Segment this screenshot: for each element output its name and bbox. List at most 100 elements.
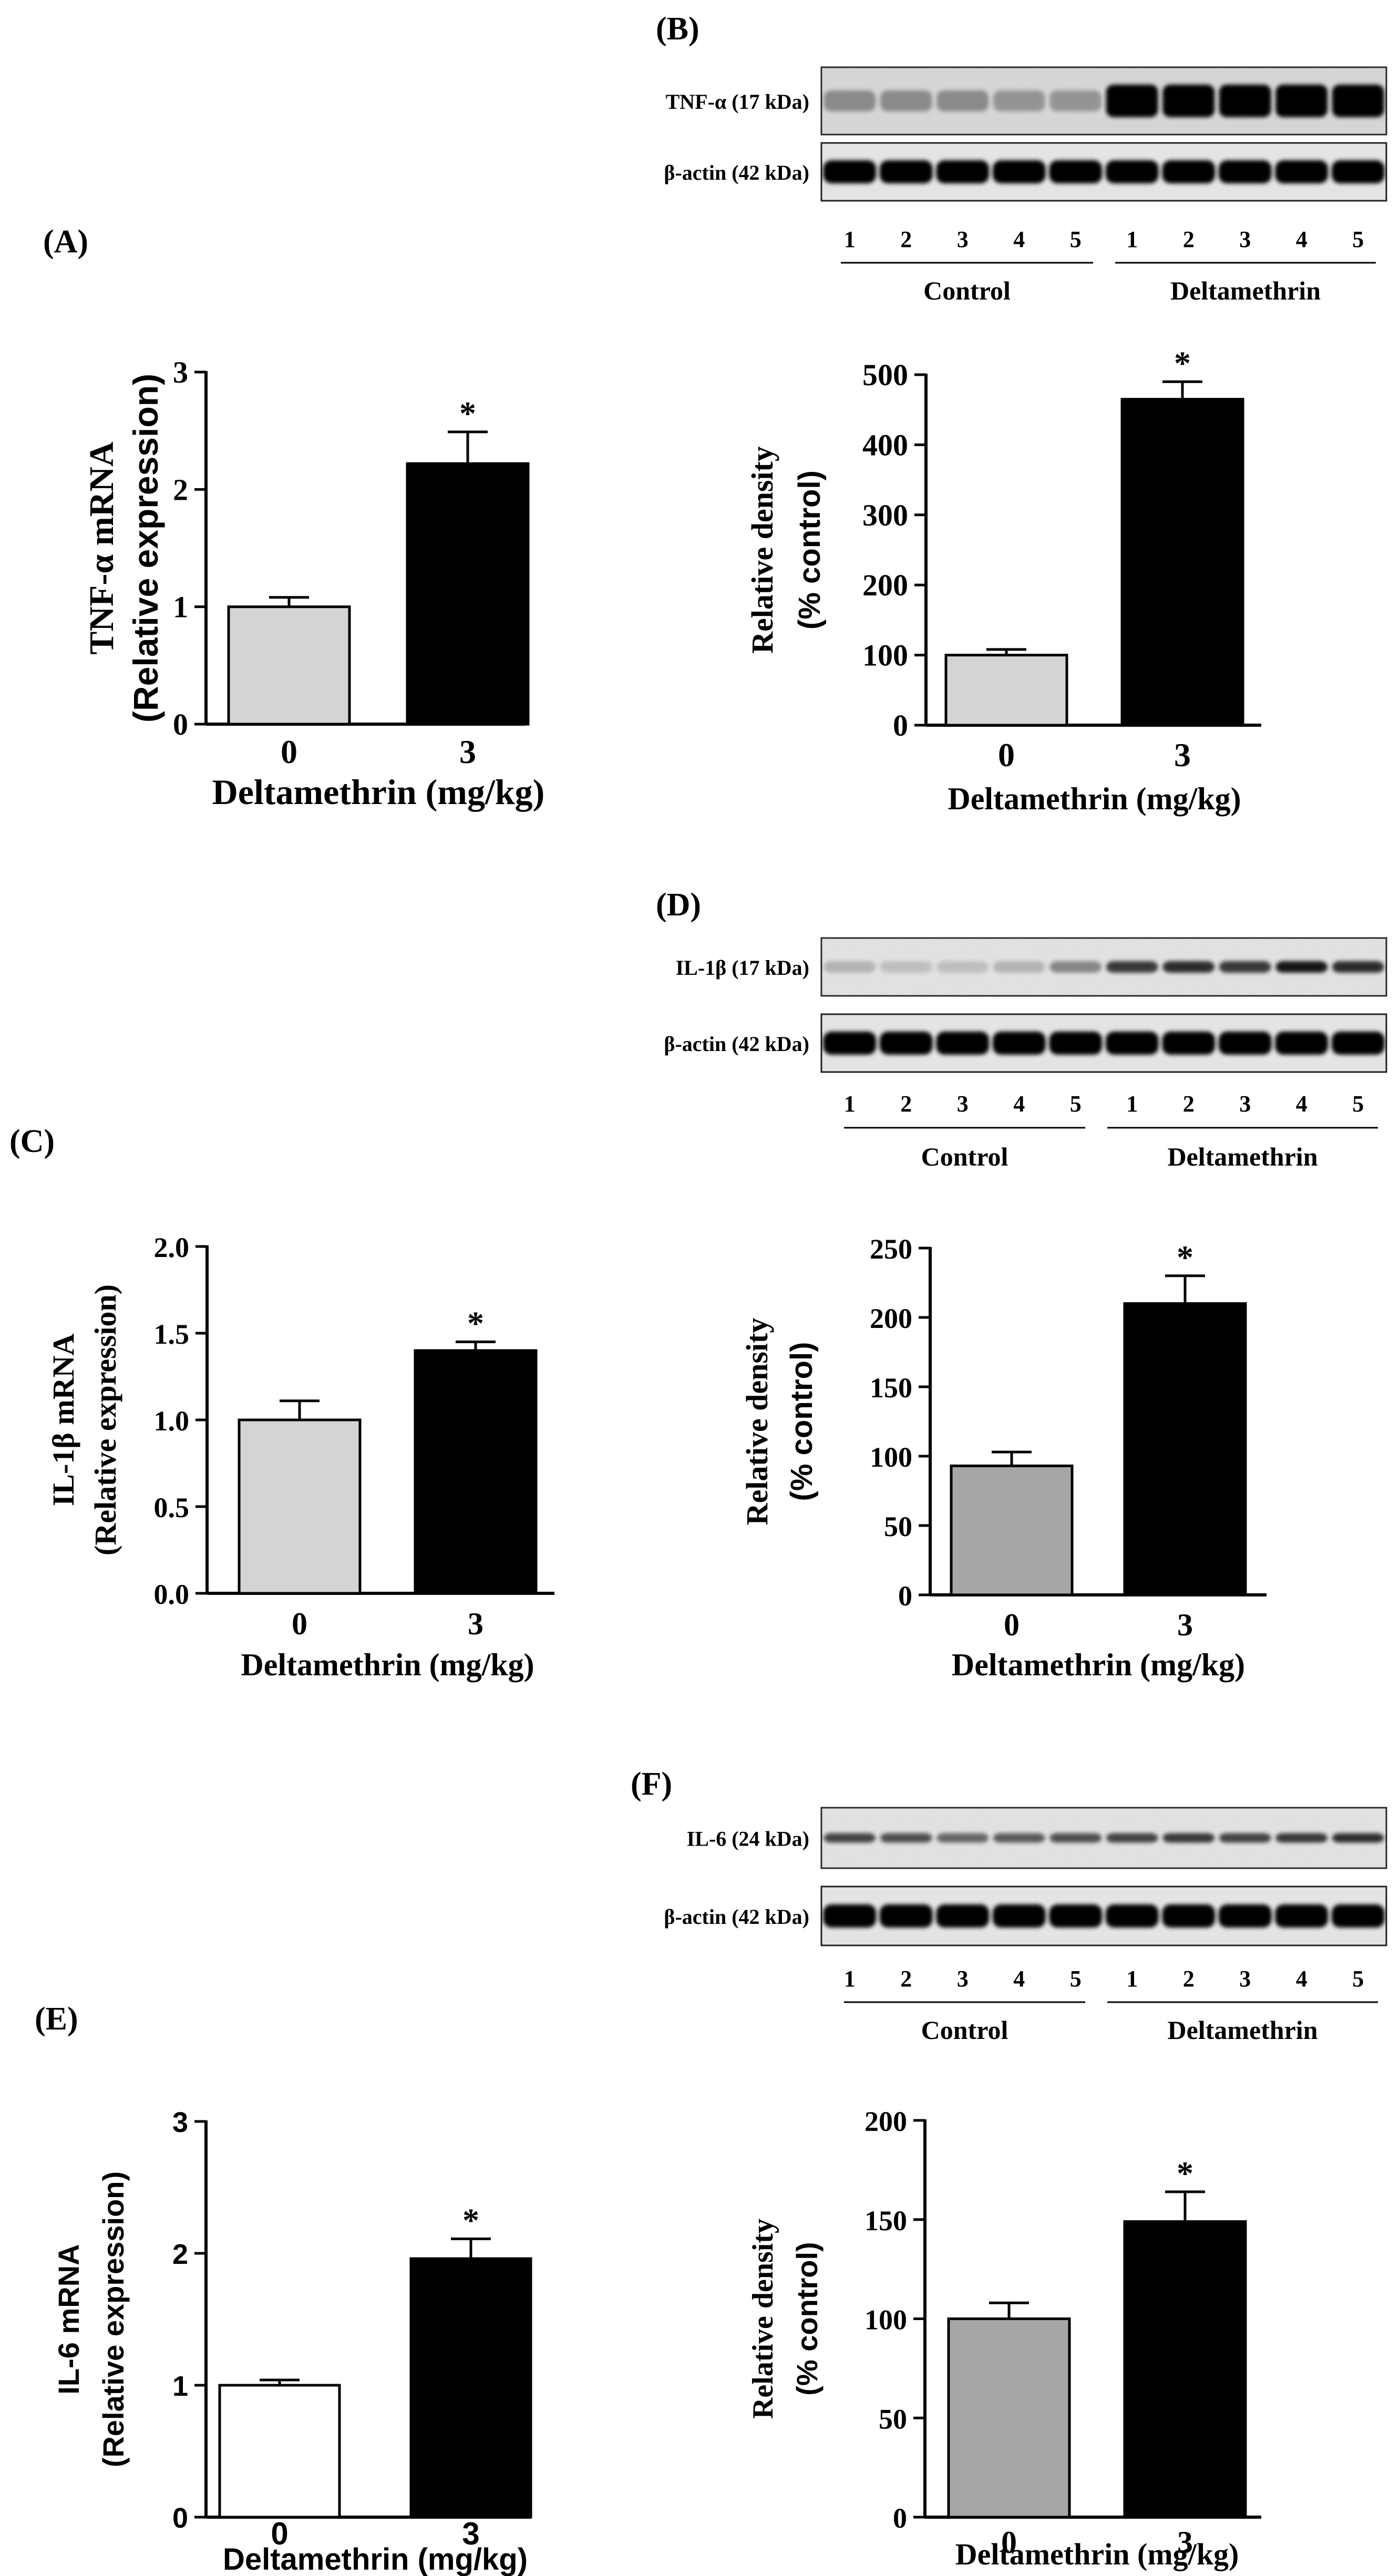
chart-panel-a: 0 1 2 3 0 3 * Deltamethrin (mg/kg) TNF-α mRNA (Re… <box>83 355 544 812</box>
blot-target-label: TNF-α (17 kDa) <box>666 90 809 114</box>
y-axis-label: Relative density <box>745 446 779 654</box>
actin-band <box>1162 1032 1216 1055</box>
x-category-label: 0 <box>1004 1608 1020 1642</box>
lane-number: 1 <box>1126 226 1138 252</box>
significance-marker: * <box>1174 344 1191 382</box>
actin-band <box>1105 1032 1159 1055</box>
target-band <box>1332 961 1384 973</box>
target-band <box>936 90 989 111</box>
target-band <box>1106 85 1158 117</box>
actin-band <box>879 1904 933 1928</box>
target-band <box>1049 961 1102 973</box>
x-category-label: 3 <box>1174 736 1191 774</box>
target-band <box>936 961 989 973</box>
y-tick-label: 1 <box>173 590 188 624</box>
y-axis-label: (% control) <box>790 2242 823 2395</box>
lane-number: 4 <box>1013 1966 1025 1992</box>
y-tick-label: 0 <box>898 1580 912 1612</box>
chart-panel-f: 0 50 100 150 200 0 3 * Deltamethrin (mg/kg) Relat… <box>747 2106 1261 2571</box>
lane-number: 1 <box>1126 1966 1138 1992</box>
target-band <box>880 961 932 973</box>
control-group-label: Control <box>921 1142 1008 1171</box>
actin-band <box>1162 1904 1216 1928</box>
x-category-label: 0 <box>271 2516 288 2551</box>
actin-band <box>1331 1904 1385 1928</box>
bar <box>947 2317 1071 2519</box>
y-axis-label: Relative density <box>747 2219 779 2419</box>
actin-band <box>823 1032 877 1055</box>
y-tick-label: 400 <box>862 428 908 462</box>
y-tick-label: 200 <box>870 1303 912 1334</box>
lane-number: 1 <box>1126 1091 1138 1117</box>
significance-marker: * <box>459 395 476 432</box>
y-tick-label: 0.5 <box>154 1492 190 1523</box>
x-category-label: 0 <box>998 736 1015 774</box>
x-axis-label: Deltamethrin (mg/kg) <box>223 2542 528 2576</box>
target-band <box>1275 961 1328 973</box>
panel-label-a: (A) <box>43 224 88 260</box>
target-band <box>1106 961 1158 973</box>
panel-label-c: (C) <box>9 1124 55 1159</box>
lane-number: 3 <box>1239 1091 1251 1117</box>
actin-band <box>879 1032 933 1055</box>
actin-band <box>1049 1904 1103 1928</box>
lane-number: 3 <box>957 226 969 252</box>
actin-band <box>992 1032 1046 1055</box>
target-band <box>993 1833 1045 1843</box>
y-tick-label: 2.0 <box>154 1232 190 1263</box>
actin-band <box>1275 1032 1329 1055</box>
y-axis-label: (% control) <box>785 1342 819 1501</box>
lane-number: 3 <box>1239 226 1251 252</box>
actin-band <box>823 160 877 183</box>
x-category-label: 0 <box>292 1606 307 1641</box>
y-tick-label: 100 <box>864 2304 907 2336</box>
actin-band <box>879 160 933 183</box>
y-axis-label: TNF-α mRNA <box>83 441 121 655</box>
y-tick-label: 300 <box>862 498 908 532</box>
y-tick-label: 3 <box>173 355 188 389</box>
significance-marker: * <box>1177 2155 1193 2192</box>
target-band <box>1162 961 1215 973</box>
panel-label-e: (E) <box>35 2001 78 2037</box>
x-category-label: 3 <box>462 2516 479 2551</box>
target-band <box>1162 1833 1215 1843</box>
lane-number: 4 <box>1296 1091 1308 1117</box>
bar <box>1123 1302 1247 1596</box>
actin-band <box>992 1904 1046 1928</box>
y-axis-label: (Relative expression) <box>88 1284 122 1555</box>
x-category-label: 3 <box>1177 2525 1193 2560</box>
deltamethrin-group-label: Deltamethrin <box>1170 276 1321 305</box>
blot-loading-label: β-actin (42 kDa) <box>664 161 809 184</box>
y-tick-label: 0 <box>172 2502 188 2534</box>
bar <box>218 2384 341 2519</box>
blot-target-label: IL-1β (17 kDa) <box>676 956 809 980</box>
y-axis-label: (Relative expression) <box>126 374 165 723</box>
bar <box>406 462 530 726</box>
actin-band <box>1049 160 1103 183</box>
lane-number: 5 <box>1352 1091 1364 1117</box>
target-band <box>1275 85 1328 117</box>
target-band <box>993 90 1045 111</box>
y-tick-label: 0.0 <box>154 1579 190 1610</box>
deltamethrin-group-label: Deltamethrin <box>1167 2015 1317 2045</box>
y-tick-label: 3 <box>172 2107 188 2138</box>
target-band <box>1275 1833 1328 1843</box>
blot-b: TNF-α (17 kDa) β-actin (42 kDa) 1 2 3 4 5 1 2 3 4 5… <box>664 66 1387 305</box>
actin-band <box>1331 1032 1385 1055</box>
actin-band <box>936 160 990 183</box>
lane-number: 2 <box>900 1966 912 1992</box>
target-band <box>823 90 876 111</box>
y-axis-label: IL-6 mRNA <box>52 2244 85 2394</box>
target-band <box>936 1833 989 1843</box>
target-band <box>1332 1833 1384 1843</box>
lane-number: 5 <box>1070 226 1082 252</box>
actin-band <box>992 160 1046 183</box>
lane-number: 2 <box>900 1091 912 1117</box>
target-band <box>993 961 1045 973</box>
y-tick-label: 50 <box>879 2403 907 2435</box>
actin-band <box>1218 160 1272 183</box>
target-band <box>1106 1833 1158 1843</box>
actin-band <box>1218 1032 1272 1055</box>
